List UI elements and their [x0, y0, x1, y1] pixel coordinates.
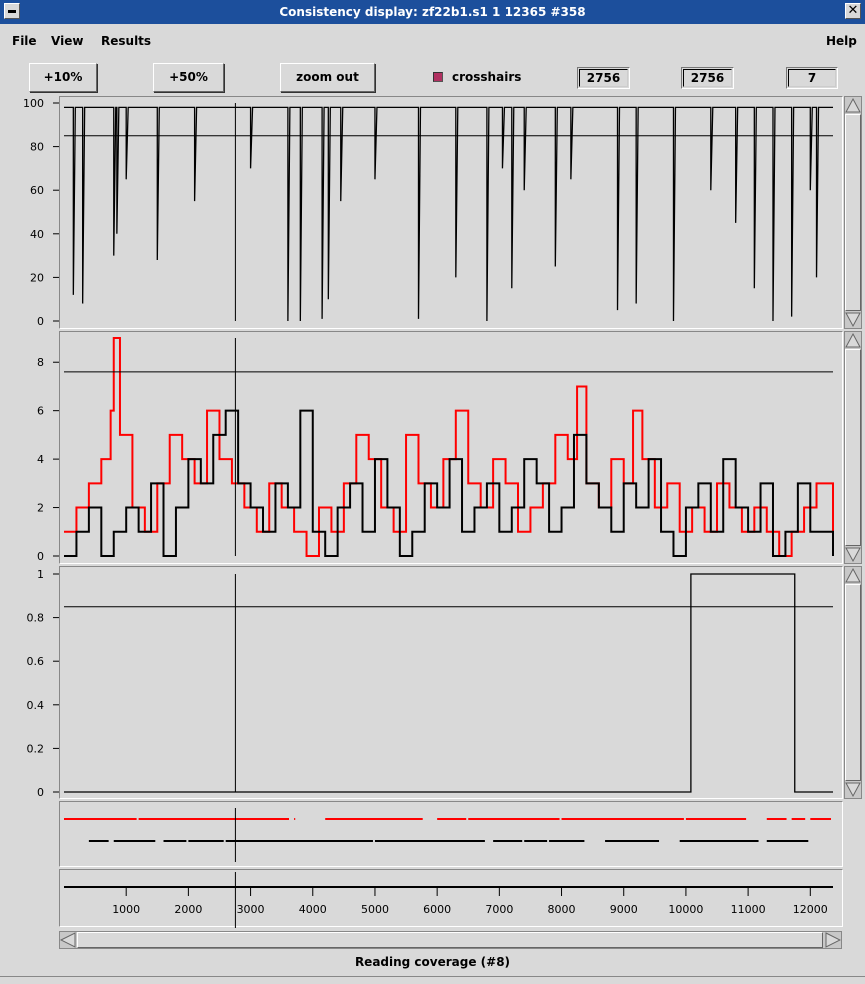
coverage-panel: [59, 331, 843, 564]
scroll-down-arrow-icon[interactable]: [845, 312, 861, 328]
scroll-thumb[interactable]: [845, 349, 861, 546]
toolbar: +10% +50% zoom out crosshairs 2756 2756 …: [0, 58, 865, 96]
scroll-up-arrow-icon[interactable]: [845, 97, 861, 113]
problem-ytick-label: 0.4: [27, 699, 45, 712]
coverage-ytick-label: 6: [37, 405, 44, 418]
menu-view[interactable]: View: [51, 34, 84, 48]
problem-ytick-label: 1: [37, 568, 44, 581]
status-text: Reading coverage (#8): [354, 955, 511, 969]
consistency-ytick-label: 0: [37, 315, 44, 328]
crosshairs-checkbox[interactable]: [433, 72, 443, 82]
close-icon[interactable]: ✕: [845, 3, 861, 19]
readings-panel: [59, 801, 843, 867]
coverage-ytick-label: 8: [37, 356, 44, 369]
coverage-scrollbar[interactable]: [844, 331, 862, 564]
scroll-thumb[interactable]: [77, 932, 823, 948]
scroll-thumb[interactable]: [845, 584, 861, 781]
consistency-panel: [59, 96, 843, 329]
horizontal-scrollbar[interactable]: [59, 931, 842, 949]
scroll-down-arrow-icon[interactable]: [845, 547, 861, 563]
consistency-ytick-label: 40: [30, 228, 44, 241]
window-menu-icon[interactable]: [4, 3, 20, 19]
title-bar: Consistency display: zf22b1.s1 1 12365 #…: [0, 0, 865, 24]
scroll-thumb[interactable]: [845, 114, 861, 311]
scroll-down-arrow-icon[interactable]: [845, 782, 861, 798]
zoom-50-button[interactable]: +50%: [153, 63, 224, 92]
menu-help[interactable]: Help: [826, 34, 857, 48]
consistency-ytick-label: 20: [30, 271, 44, 284]
problem-ytick-label: 0.8: [27, 612, 45, 625]
position-field[interactable]: 2756: [577, 67, 630, 89]
scroll-right-arrow-icon[interactable]: [825, 932, 841, 948]
scroll-up-arrow-icon[interactable]: [845, 567, 861, 583]
coverage-ytick-label: 0: [37, 550, 44, 563]
problem-ytick-label: 0.2: [27, 742, 45, 755]
menu-results[interactable]: Results: [101, 34, 152, 48]
menu-bar: File View Results Help: [0, 24, 865, 58]
problem-scrollbar[interactable]: [844, 566, 862, 799]
window-title: Consistency display: zf22b1.s1 1 12365 #…: [279, 5, 586, 19]
scroll-up-arrow-icon[interactable]: [845, 332, 861, 348]
cursor-field[interactable]: 2756: [681, 67, 734, 89]
problem-ytick-label: 0.6: [27, 655, 45, 668]
count-field[interactable]: 7: [786, 67, 838, 89]
consistency-ytick-label: 60: [30, 184, 44, 197]
menu-file[interactable]: File: [12, 34, 37, 48]
consistency-ytick-label: 100: [23, 97, 44, 110]
bottom-bar: [0, 976, 865, 984]
crosshairs-label: crosshairs: [452, 70, 522, 84]
coverage-ytick-label: 4: [37, 453, 44, 466]
problem-panel: [59, 566, 843, 799]
zoom-10-button[interactable]: +10%: [29, 63, 97, 92]
ruler-panel: [59, 869, 843, 927]
consistency-scrollbar[interactable]: [844, 96, 862, 329]
scroll-left-arrow-icon[interactable]: [60, 932, 76, 948]
problem-ytick-label: 0: [37, 786, 44, 799]
zoom-out-button[interactable]: zoom out: [280, 63, 375, 92]
coverage-ytick-label: 2: [37, 502, 44, 515]
consistency-ytick-label: 80: [30, 141, 44, 154]
